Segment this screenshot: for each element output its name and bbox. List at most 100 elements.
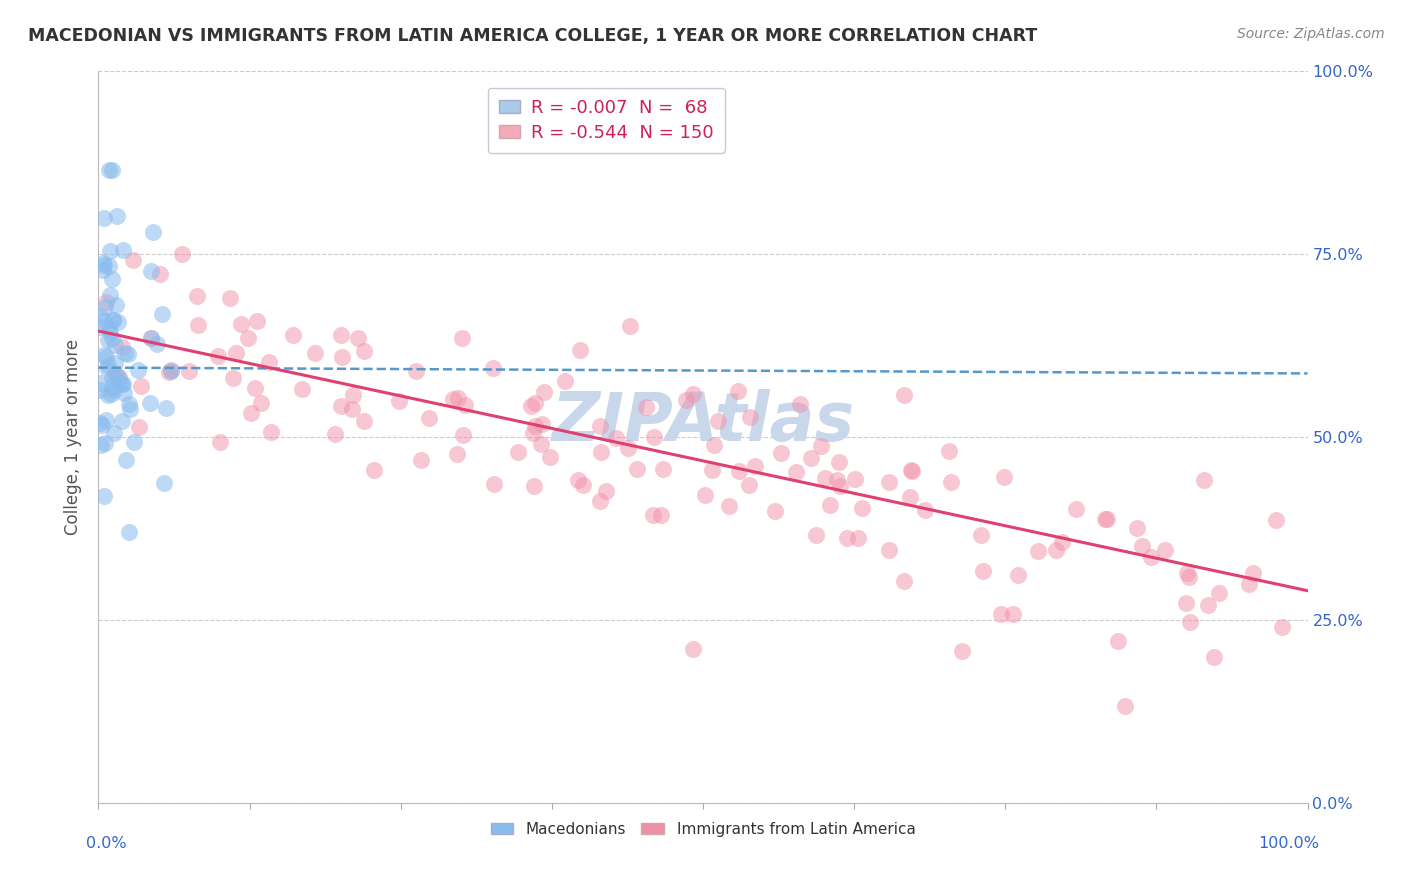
Point	[718, 499, 741, 513]
Point	[554, 374, 576, 388]
Point	[89, 416, 111, 430]
Point	[101, 313, 124, 327]
Point	[98, 163, 121, 178]
Point	[595, 483, 617, 498]
Point	[446, 447, 468, 461]
Point	[914, 503, 936, 517]
Point	[1107, 633, 1129, 648]
Point	[682, 641, 704, 656]
Point	[128, 420, 150, 434]
Point	[482, 477, 505, 491]
Point	[96, 413, 118, 427]
Point	[103, 370, 125, 384]
Point	[148, 268, 170, 282]
Point	[129, 378, 152, 392]
Point	[94, 350, 117, 364]
Point	[96, 360, 118, 375]
Point	[330, 327, 353, 342]
Point	[139, 263, 162, 277]
Point	[523, 396, 546, 410]
Point	[353, 343, 375, 358]
Point	[707, 414, 730, 428]
Point	[533, 385, 555, 400]
Point	[89, 309, 111, 323]
Point	[98, 287, 121, 301]
Point	[239, 406, 262, 420]
Point	[89, 376, 111, 390]
Point	[405, 364, 427, 378]
Point	[236, 331, 259, 345]
Point	[1178, 615, 1201, 630]
Point	[990, 607, 1012, 621]
Point	[121, 252, 143, 267]
Point	[111, 377, 134, 392]
Text: ZIPAtlas: ZIPAtlas	[551, 390, 855, 456]
Point	[675, 392, 697, 407]
Point	[257, 355, 280, 369]
Point	[118, 525, 141, 540]
Point	[695, 488, 717, 502]
Point	[363, 463, 385, 477]
Point	[938, 444, 960, 458]
Text: 0.0%: 0.0%	[86, 836, 127, 851]
Point	[1064, 501, 1087, 516]
Point	[107, 316, 129, 330]
Point	[636, 400, 658, 414]
Point	[844, 472, 866, 486]
Point	[1197, 598, 1219, 612]
Point	[441, 392, 464, 406]
Point	[616, 441, 638, 455]
Point	[187, 318, 209, 332]
Point	[1265, 513, 1288, 527]
Point	[950, 644, 973, 658]
Point	[96, 295, 118, 310]
Point	[93, 256, 115, 270]
Point	[89, 319, 111, 334]
Point	[111, 414, 134, 428]
Text: 100.0%: 100.0%	[1258, 836, 1320, 851]
Point	[114, 345, 136, 359]
Point	[229, 317, 252, 331]
Point	[122, 435, 145, 450]
Point	[970, 528, 993, 542]
Point	[97, 358, 120, 372]
Point	[97, 321, 120, 335]
Point	[851, 500, 873, 515]
Point	[225, 346, 247, 360]
Point	[281, 328, 304, 343]
Point	[100, 380, 122, 394]
Point	[605, 430, 627, 444]
Point	[744, 459, 766, 474]
Point	[219, 291, 242, 305]
Point	[103, 337, 125, 351]
Point	[112, 377, 135, 392]
Point	[453, 428, 475, 442]
Point	[893, 574, 915, 588]
Point	[127, 363, 149, 377]
Point	[101, 331, 124, 345]
Point	[411, 453, 433, 467]
Point	[418, 410, 440, 425]
Point	[1202, 650, 1225, 665]
Point	[588, 418, 610, 433]
Point	[340, 402, 363, 417]
Point	[530, 436, 553, 450]
Point	[150, 307, 173, 321]
Point	[482, 361, 505, 376]
Point	[329, 399, 352, 413]
Point	[619, 318, 641, 333]
Point	[1026, 543, 1049, 558]
Point	[115, 452, 138, 467]
Y-axis label: College, 1 year or more: College, 1 year or more	[65, 339, 83, 535]
Point	[98, 244, 121, 259]
Point	[650, 508, 672, 522]
Point	[524, 419, 547, 434]
Point	[94, 435, 117, 450]
Point	[738, 410, 761, 425]
Point	[763, 503, 786, 517]
Text: Source: ZipAtlas.com: Source: ZipAtlas.com	[1237, 27, 1385, 41]
Point	[879, 543, 901, 558]
Point	[828, 455, 851, 469]
Point	[589, 445, 612, 459]
Point	[538, 450, 561, 464]
